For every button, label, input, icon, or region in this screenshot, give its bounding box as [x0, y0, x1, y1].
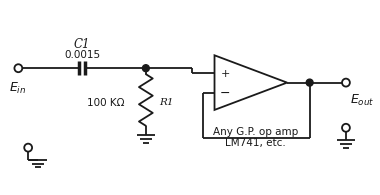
- Text: Any G.P. op amp: Any G.P. op amp: [213, 127, 298, 137]
- Text: −: −: [220, 87, 231, 100]
- Text: LM741, etc.: LM741, etc.: [225, 138, 286, 148]
- Circle shape: [306, 79, 313, 86]
- Text: C1: C1: [74, 38, 90, 51]
- Text: $E_{out}$: $E_{out}$: [350, 93, 374, 108]
- Text: R1: R1: [160, 98, 174, 107]
- Text: 0.0015: 0.0015: [64, 50, 100, 60]
- Text: 100 KΩ: 100 KΩ: [87, 98, 124, 108]
- Text: $E_{in}$: $E_{in}$: [8, 81, 26, 96]
- Circle shape: [142, 65, 149, 72]
- Text: +: +: [221, 69, 230, 79]
